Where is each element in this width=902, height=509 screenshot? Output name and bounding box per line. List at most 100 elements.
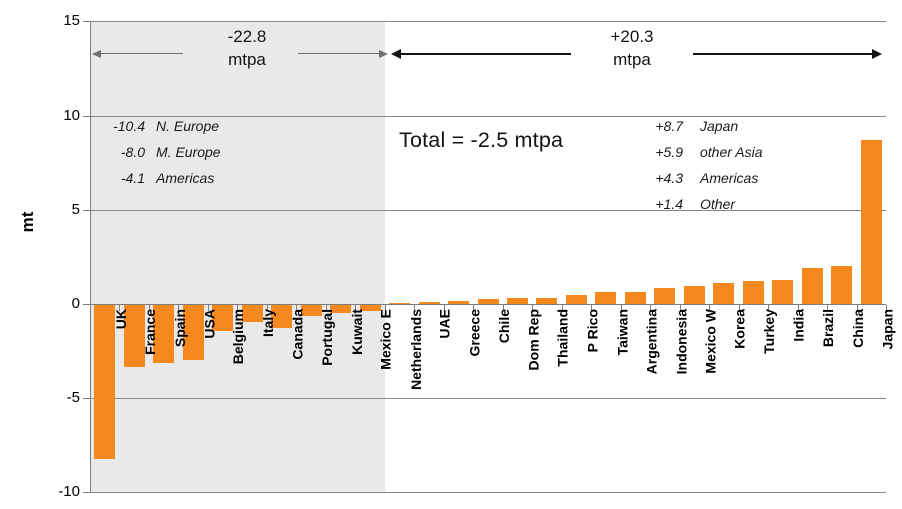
category-axis-tick: [650, 305, 652, 311]
growth-arrow-left-head-icon: [391, 49, 401, 59]
growth-breakdown-list: +8.7 Japan +5.9 other Asia +4.3 Americas +1.4 O…: [638, 113, 763, 217]
bar-indonesia: [654, 287, 676, 304]
category-label-indonesia: Indonesia: [672, 309, 689, 375]
y-tick-label-5: 5: [71, 200, 80, 218]
bar-netherlands: [389, 303, 411, 304]
bar-taiwan: [595, 291, 617, 304]
decline-arrow-right-segment: [298, 53, 380, 54]
category-axis-tick: [709, 305, 711, 311]
decline-region-label: -22.8 mtpa: [177, 25, 317, 71]
category-label-usa: USA: [201, 309, 218, 339]
category-label-portugal: Portugal: [319, 309, 336, 366]
category-label-belgium: Belgium: [230, 309, 247, 365]
category-axis-tick: [797, 305, 799, 311]
gridline-5: [90, 209, 886, 211]
category-axis-tick: [768, 305, 770, 311]
category-label-mexico-w: Mexico W: [702, 309, 719, 374]
gridline-15: [90, 21, 886, 23]
category-axis-tick: [384, 305, 386, 311]
bar-spain: [153, 305, 175, 364]
growth-breakdown-value: +1.4: [655, 196, 683, 212]
y-axis-tick--10: [83, 492, 90, 494]
category-axis-tick: [237, 305, 239, 311]
bar-uk: [94, 305, 116, 460]
category-label-taiwan: Taiwan: [613, 309, 630, 356]
growth-breakdown-row: +8.7 Japan: [638, 113, 763, 139]
decline-breakdown-value: -8.0: [120, 144, 145, 160]
bar-thailand: [536, 298, 558, 304]
y-axis-tick-10: [83, 115, 90, 117]
decline-breakdown-row: -4.1 Americas: [100, 165, 221, 191]
decline-breakdown-name: N. Europe: [156, 118, 220, 134]
category-axis-tick: [207, 305, 209, 311]
category-axis-tick: [738, 305, 740, 311]
category-label-canada: Canada: [289, 309, 306, 360]
category-label-india: India: [790, 309, 807, 342]
category-axis-tick: [827, 305, 829, 311]
category-axis-tick: [886, 305, 887, 311]
gridline--5: [90, 398, 886, 400]
growth-arrow-left-segment: [400, 53, 571, 55]
category-axis-tick: [591, 305, 593, 311]
category-label-p-rico: P Rico: [584, 309, 601, 353]
bar-canada: [271, 305, 293, 328]
growth-region-unit: mtpa: [613, 50, 651, 69]
category-axis-tick: [266, 305, 268, 311]
total-label: Total = -2.5 mtpa: [399, 128, 564, 152]
decline-region-unit: mtpa: [228, 50, 266, 69]
growth-arrow-right-head-icon: [872, 49, 882, 59]
category-label-chile: Chile: [496, 309, 512, 344]
bar-dom-rep: [506, 298, 528, 304]
bar-france: [123, 305, 145, 368]
growth-region-label: +20.3 mtpa: [562, 25, 702, 71]
category-axis-tick: [296, 305, 298, 311]
category-axis-line: [90, 304, 886, 305]
bar-korea: [713, 283, 735, 304]
y-axis-tick-0: [83, 304, 90, 305]
category-label-brazil: Brazil: [820, 309, 837, 348]
category-label-italy: Italy: [260, 309, 277, 338]
decline-arrow-right-head-icon: [379, 50, 388, 58]
decline-arrow-left-head-icon: [92, 50, 101, 58]
y-tick-label--10: -10: [58, 483, 80, 501]
bar-greece: [448, 301, 470, 304]
decline-region-value: -22.8: [227, 27, 267, 46]
y-axis-tick--5: [83, 398, 90, 400]
growth-breakdown-name: Other: [700, 196, 736, 212]
bar-china: [831, 266, 853, 304]
decline-breakdown-row: -10.4 N. Europe: [100, 113, 221, 139]
bar-usa: [182, 305, 204, 360]
growth-breakdown-value: +8.7: [655, 118, 683, 134]
category-label-thailand: Thailand: [554, 309, 571, 367]
category-label-uae: UAE: [437, 309, 454, 339]
bar-chile: [477, 299, 499, 304]
decline-shaded-region: [90, 21, 385, 493]
category-axis-tick: [679, 305, 681, 311]
category-axis-tick: [90, 305, 91, 311]
category-axis-tick: [355, 305, 357, 311]
category-axis-tick: [325, 305, 327, 311]
bar-uae: [418, 302, 440, 304]
decline-breakdown-name: M. Europe: [156, 144, 221, 160]
y-axis-tick-5: [83, 209, 90, 211]
category-label-netherlands: Netherlands: [407, 309, 424, 390]
category-label-japan: Japan: [879, 309, 896, 350]
category-label-dom-rep: Dom Rep: [525, 309, 542, 371]
bar-kuwait: [330, 305, 352, 313]
bar-india: [772, 279, 794, 304]
bar-mexico-e: [359, 305, 381, 311]
decline-breakdown-value: -4.1: [120, 170, 145, 186]
gridline-10: [90, 115, 886, 117]
growth-breakdown-name: other Asia: [700, 144, 763, 160]
category-label-france: France: [142, 309, 159, 355]
growth-breakdown-name: Japan: [700, 118, 739, 134]
category-axis-tick: [148, 305, 150, 311]
bar-portugal: [300, 305, 322, 317]
category-axis-tick: [443, 305, 445, 311]
y-tick-label-10: 10: [63, 106, 80, 124]
category-axis-tick: [119, 305, 121, 311]
category-axis-tick: [473, 305, 475, 311]
decline-breakdown-list: -10.4 N. Europe -8.0 M. Europe -4.1 Americas: [100, 113, 221, 191]
bar-turkey: [742, 281, 764, 304]
category-label-uk: UK: [112, 309, 129, 330]
